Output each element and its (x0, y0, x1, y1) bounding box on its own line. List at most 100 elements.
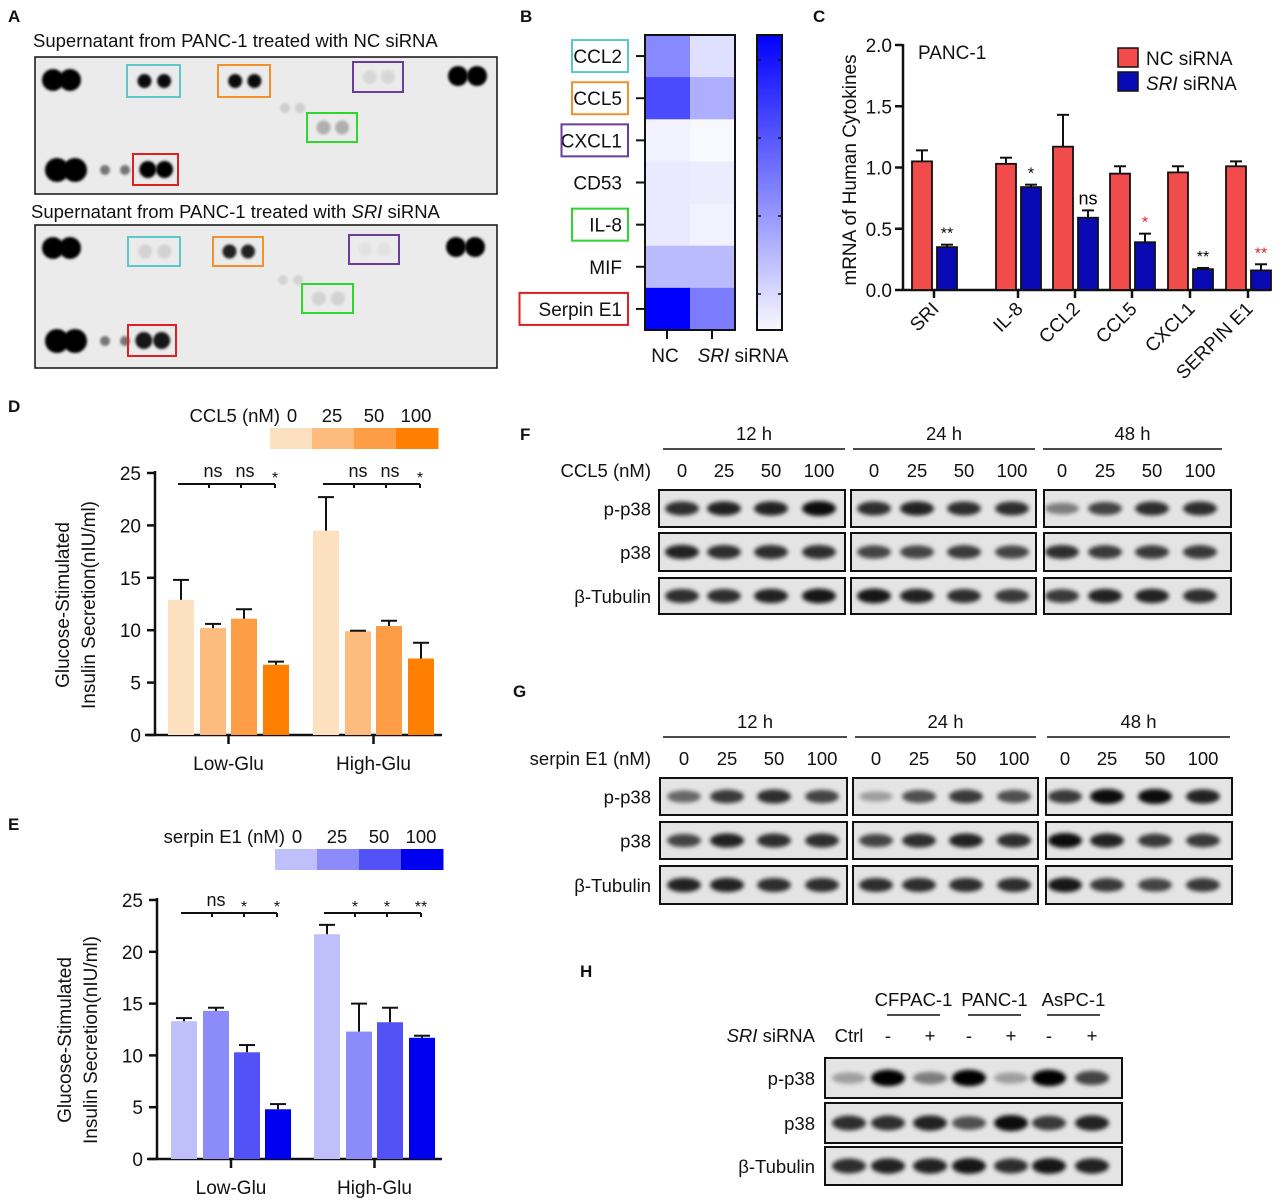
blot-strip (659, 821, 848, 860)
heatmap-cell (645, 245, 691, 289)
protein-band (902, 878, 936, 892)
y-tick-label: 25 (120, 464, 141, 485)
protein-band (1075, 1115, 1109, 1131)
bar-sri-sirna (1077, 216, 1099, 291)
protein-band (805, 789, 839, 804)
lane-label: 25 (1097, 748, 1118, 769)
spot-reference (42, 237, 64, 259)
lane-label: 50 (1142, 460, 1163, 481)
spot-reference (59, 69, 81, 91)
highlight-box-ccl5 (217, 64, 271, 98)
colorbar (756, 34, 783, 331)
blot-strip (659, 777, 848, 816)
protein-band (1032, 1069, 1066, 1087)
legend-level: 50 (364, 405, 385, 426)
spot-cxcl1 (359, 243, 373, 257)
timepoint-label: 24 h (926, 423, 962, 444)
protein-band (1045, 502, 1079, 515)
protein-band (1088, 501, 1122, 516)
spot-reference (465, 237, 485, 257)
protein-band (754, 588, 788, 604)
cytokine-array-2: Supernatant from PANC-1 treated with SRI… (31, 201, 498, 369)
spot-background (293, 275, 303, 285)
protein-band (947, 589, 981, 603)
bar (234, 1052, 260, 1159)
lane-label: 0 (871, 748, 881, 769)
legend-swatch (354, 428, 397, 449)
spot-ccl5 (241, 244, 255, 259)
y-tick-label: 2.0 (866, 36, 892, 57)
protein-band (1186, 878, 1220, 892)
lane-label: 100 (807, 748, 838, 769)
legend-level: 100 (401, 405, 432, 426)
italic-text: SRI (698, 346, 730, 367)
cell-line-label: AsPC-1 (1042, 989, 1106, 1010)
x-tick-label: High-Glu (336, 754, 411, 775)
blot-strip (852, 821, 1039, 860)
protein-band (1045, 545, 1079, 559)
row-highlight-box (571, 81, 629, 116)
italic-text: SRI (727, 1025, 758, 1046)
bar (203, 1010, 229, 1159)
y-tick-label: 5 (130, 674, 141, 695)
text-part: siRNA (757, 1025, 815, 1046)
panel-b-heatmap: CCL2 CCL5 CXCL1 CD53 IL-8 MIF Serpin E1 NC SRI s… (518, 34, 789, 367)
significance-marker: * (272, 470, 278, 487)
protein-band (1186, 789, 1220, 804)
blot-row-label: β-Tubulin (574, 875, 651, 896)
spot-background (280, 103, 290, 113)
protein-band (857, 501, 891, 516)
protein-band (1186, 833, 1220, 848)
heatmap-cell (645, 203, 691, 247)
legend-swatch (317, 849, 360, 870)
x-tick-label: Low-Glu (196, 1178, 267, 1199)
legend-label-nc: NC siRNA (1146, 49, 1233, 70)
protein-band (1135, 588, 1169, 604)
protein-band (857, 588, 891, 604)
blot-strip (1045, 777, 1233, 816)
significance-marker: ns (348, 461, 367, 481)
protein-band (1090, 833, 1124, 848)
blot-row-label: p-p38 (604, 499, 651, 520)
y-tick-label: 20 (122, 943, 143, 964)
row-label: Serpin E1 (539, 300, 622, 321)
protein-band (1183, 545, 1217, 559)
bar-nc-sirna (995, 162, 1017, 291)
protein-band (871, 1069, 905, 1087)
protein-band (710, 789, 744, 804)
bar-sri-sirna (1250, 269, 1272, 291)
y-tick-label: 10 (120, 621, 141, 642)
significance-marker: * (1142, 215, 1148, 232)
blot-strip (1045, 821, 1233, 860)
lane-label: - (1046, 1025, 1052, 1046)
bar (231, 618, 257, 735)
protein-band (1138, 788, 1172, 805)
lane-label: 0 (869, 460, 879, 481)
spot-reference (63, 158, 87, 182)
legend-swatch (312, 428, 355, 449)
bar (200, 628, 226, 735)
spot-negative (100, 336, 110, 346)
lane-label: 0 (1057, 460, 1067, 481)
bar-nc-sirna (1225, 165, 1247, 291)
heatmap-cell (645, 161, 691, 205)
lane-label: 25 (717, 748, 738, 769)
spot-negative (120, 165, 130, 175)
panel-g-western-blot: 12 h 0 25 50 100 24 h 0 25 50 100 48 h 0 25 50 100 serp… (530, 711, 1233, 905)
protein-band (665, 501, 699, 516)
lane-label: 25 (714, 460, 735, 481)
protein-band (952, 1116, 986, 1130)
bar (313, 530, 339, 735)
heatmap-cell (645, 35, 691, 78)
protein-band (805, 833, 839, 848)
protein-band (1048, 789, 1082, 804)
protein-band (949, 833, 983, 848)
protein-band (947, 501, 981, 516)
protein-band (757, 789, 791, 804)
highlight-box-ccl2 (126, 64, 181, 98)
spot-ccl2 (138, 244, 153, 259)
significance-marker: * (352, 899, 358, 916)
significance-marker: * (1028, 166, 1034, 183)
y-tick-label: 0 (132, 1150, 143, 1171)
spot-ccl5 (222, 244, 237, 259)
